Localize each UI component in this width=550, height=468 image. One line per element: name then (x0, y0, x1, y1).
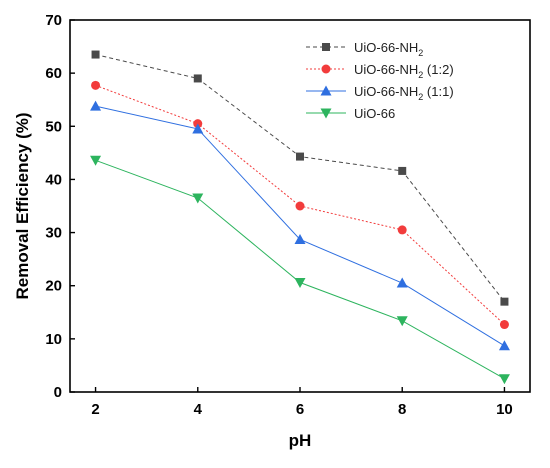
y-tick-label: 30 (45, 225, 62, 242)
data-point (396, 316, 408, 327)
legend-item: UiO-66-NH2 (1:1) (306, 84, 454, 102)
data-point (499, 320, 509, 330)
data-point (500, 297, 509, 306)
legend-item: UiO-66 (306, 106, 395, 121)
series-3 (90, 100, 510, 351)
data-point (193, 74, 202, 83)
series-4 (90, 155, 510, 385)
data-point (91, 50, 100, 59)
y-tick-label: 70 (45, 12, 62, 29)
y-tick-label: 20 (45, 278, 62, 295)
data-point (192, 193, 204, 204)
y-tick-label: 40 (45, 171, 62, 188)
y-tick-label: 50 (45, 118, 62, 135)
data-point (498, 374, 510, 385)
data-point (90, 155, 102, 166)
y-tick-label: 60 (45, 65, 62, 82)
legend-label: UiO-66-NH2 (354, 40, 423, 58)
y-tick-label: 0 (54, 384, 62, 401)
y-tick-label: 10 (45, 331, 62, 348)
legend-label: UiO-66-NH2 (1:2) (354, 62, 454, 80)
data-point (396, 277, 408, 288)
legend-marker (320, 85, 332, 96)
data-point (397, 225, 407, 235)
series-2 (91, 80, 509, 330)
data-point (294, 233, 306, 244)
x-tick-label: 4 (194, 401, 203, 418)
data-point (91, 80, 101, 90)
legend-label: UiO-66-NH2 (1:1) (354, 84, 454, 102)
y-axis-ticks: 0 10 20 30 40 50 60 70 (45, 12, 75, 401)
plot-frame (69, 19, 531, 393)
legend-marker (322, 43, 330, 51)
legend-label: UiO-66 (354, 106, 395, 121)
data-point (294, 278, 306, 289)
data-point (192, 123, 204, 134)
x-tick-label: 10 (496, 401, 513, 418)
data-point (295, 201, 305, 211)
legend-marker (320, 108, 332, 119)
data-point (90, 100, 102, 111)
legend-item: UiO-66-NH2 (1:2) (306, 62, 454, 80)
legend-marker (321, 64, 331, 74)
x-tick-label: 8 (398, 401, 406, 418)
data-point (398, 166, 407, 175)
y-axis-title: Removal Efficiency (%) (13, 112, 32, 299)
series-1 (91, 50, 509, 306)
x-tick-label: 2 (91, 401, 99, 418)
legend-item: UiO-66-NH2 (306, 40, 423, 58)
data-point (498, 340, 510, 351)
legend: UiO-66-NH2 UiO-66-NH2 (1:2) UiO-66-NH2 (1:… (306, 40, 454, 121)
x-axis-title: pH (289, 431, 312, 450)
x-tick-label: 6 (296, 401, 304, 418)
series-layer (90, 50, 510, 385)
x-axis-ticks: 2 4 6 8 10 (91, 387, 513, 418)
data-point (296, 152, 304, 161)
